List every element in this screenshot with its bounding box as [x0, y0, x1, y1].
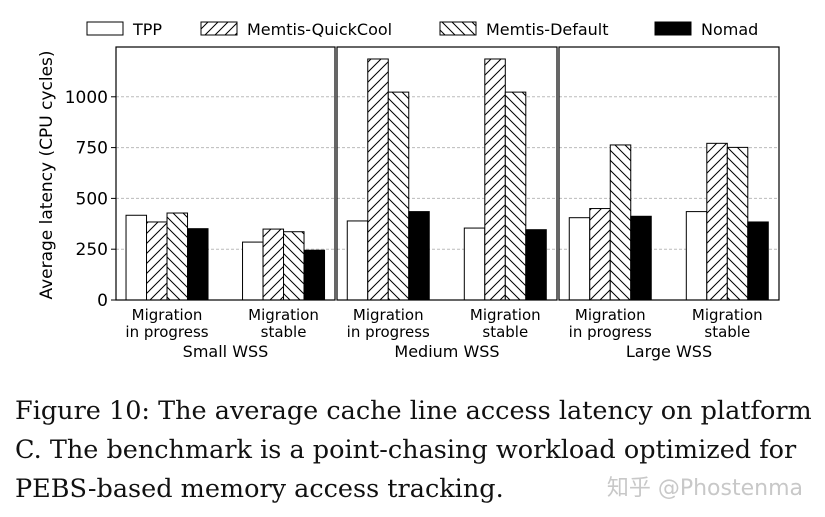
bar-nomad	[525, 229, 547, 301]
bar-tpp	[463, 227, 486, 301]
category-label: Migration	[353, 306, 424, 324]
category-label: stable	[482, 323, 528, 341]
bar-memtis-default	[283, 231, 305, 301]
panel-title: Large WSS	[626, 342, 712, 361]
bar-nomad	[303, 249, 326, 301]
bar-nomad	[630, 215, 652, 301]
legend-swatch	[200, 21, 238, 36]
category-label: Migration	[575, 306, 646, 324]
panel-title: Small WSS	[183, 342, 269, 361]
y-axis-label: Average latency (CPU cycles)	[37, 50, 57, 299]
category-label: Migration	[132, 306, 203, 324]
panel-title: Medium WSS	[394, 342, 499, 361]
panel-frame	[558, 46, 780, 301]
category-label: Migration	[248, 306, 319, 324]
bar-memtis-quickcool	[706, 142, 728, 301]
bar-tpp	[242, 241, 264, 301]
bar-memtis-default	[166, 212, 189, 301]
bar-tpp	[568, 217, 591, 301]
legend-label: Memtis-QuickCool	[247, 20, 392, 39]
y-tick-label: 0	[97, 291, 108, 311]
bar-memtis-default	[387, 91, 410, 301]
bar-memtis-quickcool	[367, 58, 389, 301]
legend-swatch	[86, 21, 124, 36]
category-label: in progress	[125, 323, 208, 341]
panel-frame	[336, 46, 558, 301]
bar-nomad	[408, 211, 430, 301]
legend-swatch	[654, 21, 692, 36]
category-label: Migration	[470, 306, 541, 324]
bar-memtis-default	[504, 91, 527, 301]
bar-memtis-quickcool	[589, 208, 611, 301]
category-label: stable	[261, 323, 307, 341]
panel-frame	[115, 46, 336, 301]
y-tick-label: 1000	[65, 88, 108, 108]
watermark: 知乎 @Phostenma	[606, 476, 803, 501]
figure-caption: Figure 10: The average cache line access…	[15, 396, 812, 504]
bar-memtis-quickcool	[262, 228, 285, 301]
bar-memtis-quickcool	[146, 221, 168, 301]
bar-tpp	[685, 211, 708, 301]
legend-label: Memtis-Default	[486, 20, 609, 39]
category-label: Migration	[692, 306, 763, 324]
category-label: in progress	[569, 323, 652, 341]
legend-label: TPP	[132, 20, 162, 39]
bar-tpp	[346, 220, 369, 301]
category-label: in progress	[347, 323, 430, 341]
bar-tpp	[125, 214, 148, 301]
bar-memtis-quickcool	[484, 58, 506, 301]
y-tick-label: 500	[76, 189, 108, 209]
y-tick-label: 750	[76, 139, 108, 159]
legend-swatch	[439, 21, 477, 36]
bar-nomad	[747, 221, 769, 301]
bar-nomad	[187, 228, 209, 301]
bar-memtis-default	[609, 144, 632, 301]
category-label: stable	[704, 323, 750, 341]
legend-label: Nomad	[701, 20, 758, 39]
bar-memtis-default	[726, 146, 749, 301]
y-tick-label: 250	[76, 240, 108, 260]
